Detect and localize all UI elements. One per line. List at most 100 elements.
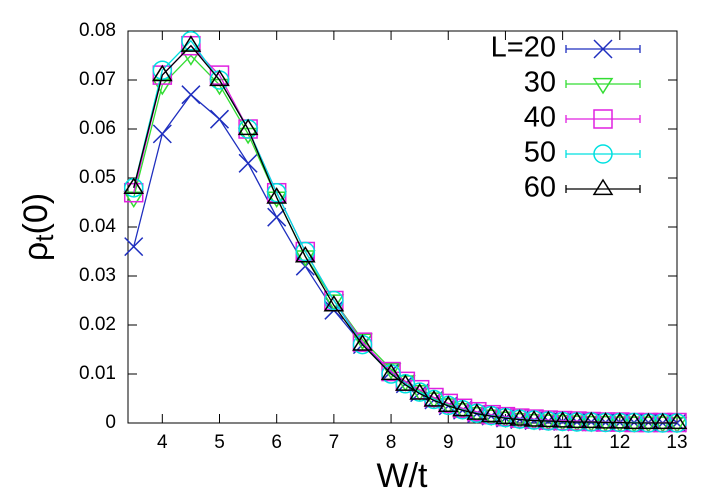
marker — [266, 187, 288, 204]
marker — [523, 410, 545, 427]
marker — [509, 409, 531, 426]
marker — [124, 237, 144, 257]
marker — [323, 294, 345, 312]
marker — [480, 405, 502, 423]
legend-label: 40 — [524, 102, 556, 134]
marker — [580, 411, 602, 429]
y-label-symbol: ρ — [17, 242, 55, 261]
marker — [238, 153, 258, 173]
marker — [623, 412, 645, 430]
x-tick-label: 8 — [386, 432, 397, 453]
legend-label: 50 — [524, 137, 556, 169]
marker — [595, 412, 616, 429]
marker — [180, 35, 202, 52]
y-label-subscript: t — [29, 234, 59, 242]
plot-frame — [127, 30, 678, 424]
marker — [423, 390, 445, 407]
y-tick-label: 0.02 — [79, 314, 116, 335]
marker — [237, 118, 259, 136]
marker — [580, 415, 602, 433]
y-tick-label: 0.03 — [79, 265, 116, 286]
marker — [437, 395, 459, 412]
y-tick-label: 0 — [105, 412, 116, 433]
y-axis-label: ρt(0) — [17, 193, 59, 261]
x-tick-label: 13 — [666, 432, 687, 453]
x-tick-label: 12 — [609, 432, 630, 453]
legend-label: 30 — [524, 67, 556, 99]
marker — [209, 65, 230, 85]
x-tick-label: 7 — [329, 432, 340, 453]
legend-label: L=20 — [491, 32, 556, 64]
marker — [592, 77, 614, 95]
series-line — [133, 44, 677, 424]
legend-line — [565, 185, 641, 193]
y-label-argument: (0) — [17, 193, 55, 235]
marker — [609, 412, 631, 429]
marker — [380, 363, 402, 381]
marker — [209, 69, 230, 87]
x-tick-label: 4 — [157, 432, 168, 453]
marker — [638, 412, 659, 430]
marker — [495, 407, 516, 425]
marker — [495, 411, 516, 429]
marker — [666, 412, 688, 430]
marker — [324, 290, 344, 311]
marker — [395, 374, 416, 391]
marker — [537, 414, 559, 431]
marker — [423, 392, 445, 409]
marker — [623, 416, 645, 433]
x-tick-label: 10 — [495, 432, 516, 453]
y-tick-label: 0.04 — [79, 216, 116, 237]
y-tick-label: 0.01 — [79, 363, 116, 384]
marker — [152, 60, 173, 80]
marker — [209, 109, 230, 129]
marker — [552, 411, 573, 428]
legend-line — [565, 150, 641, 158]
marker — [409, 383, 431, 400]
marker — [480, 409, 502, 427]
y-tick-label: 0.06 — [79, 118, 116, 139]
marker — [593, 39, 613, 59]
marker — [666, 416, 688, 434]
series-line — [133, 44, 677, 424]
x-axis-label: W/t — [377, 457, 429, 495]
marker — [592, 178, 614, 196]
x-tick-label: 11 — [553, 432, 573, 453]
marker — [181, 85, 201, 105]
marker — [595, 415, 616, 433]
marker — [452, 399, 473, 417]
marker — [466, 403, 488, 420]
marker — [652, 412, 674, 430]
marker — [151, 64, 173, 82]
marker — [181, 31, 201, 51]
legend-label: 60 — [524, 172, 556, 204]
marker — [352, 334, 373, 351]
legend-line — [565, 115, 641, 123]
marker — [152, 124, 172, 144]
y-tick-label: 0.05 — [79, 167, 116, 188]
legend-line — [565, 80, 641, 88]
marker — [638, 416, 659, 433]
marker — [509, 412, 531, 430]
y-tick-label: 0.07 — [79, 69, 116, 90]
marker — [593, 109, 613, 129]
marker — [566, 415, 588, 432]
marker — [593, 144, 613, 164]
marker — [294, 245, 316, 263]
marker — [537, 410, 559, 428]
x-tick-label: 5 — [214, 432, 225, 453]
marker — [609, 416, 631, 433]
y-tick-label: 0.08 — [79, 20, 116, 41]
marker — [566, 411, 588, 429]
marker — [123, 177, 145, 194]
marker — [552, 414, 573, 432]
series-line — [133, 39, 677, 424]
marker — [652, 416, 674, 433]
x-tick-label: 6 — [271, 432, 282, 453]
x-tick-label: 9 — [443, 432, 454, 453]
series-line — [133, 93, 677, 424]
marker — [266, 182, 287, 203]
marker — [295, 241, 316, 262]
marker — [523, 413, 545, 431]
